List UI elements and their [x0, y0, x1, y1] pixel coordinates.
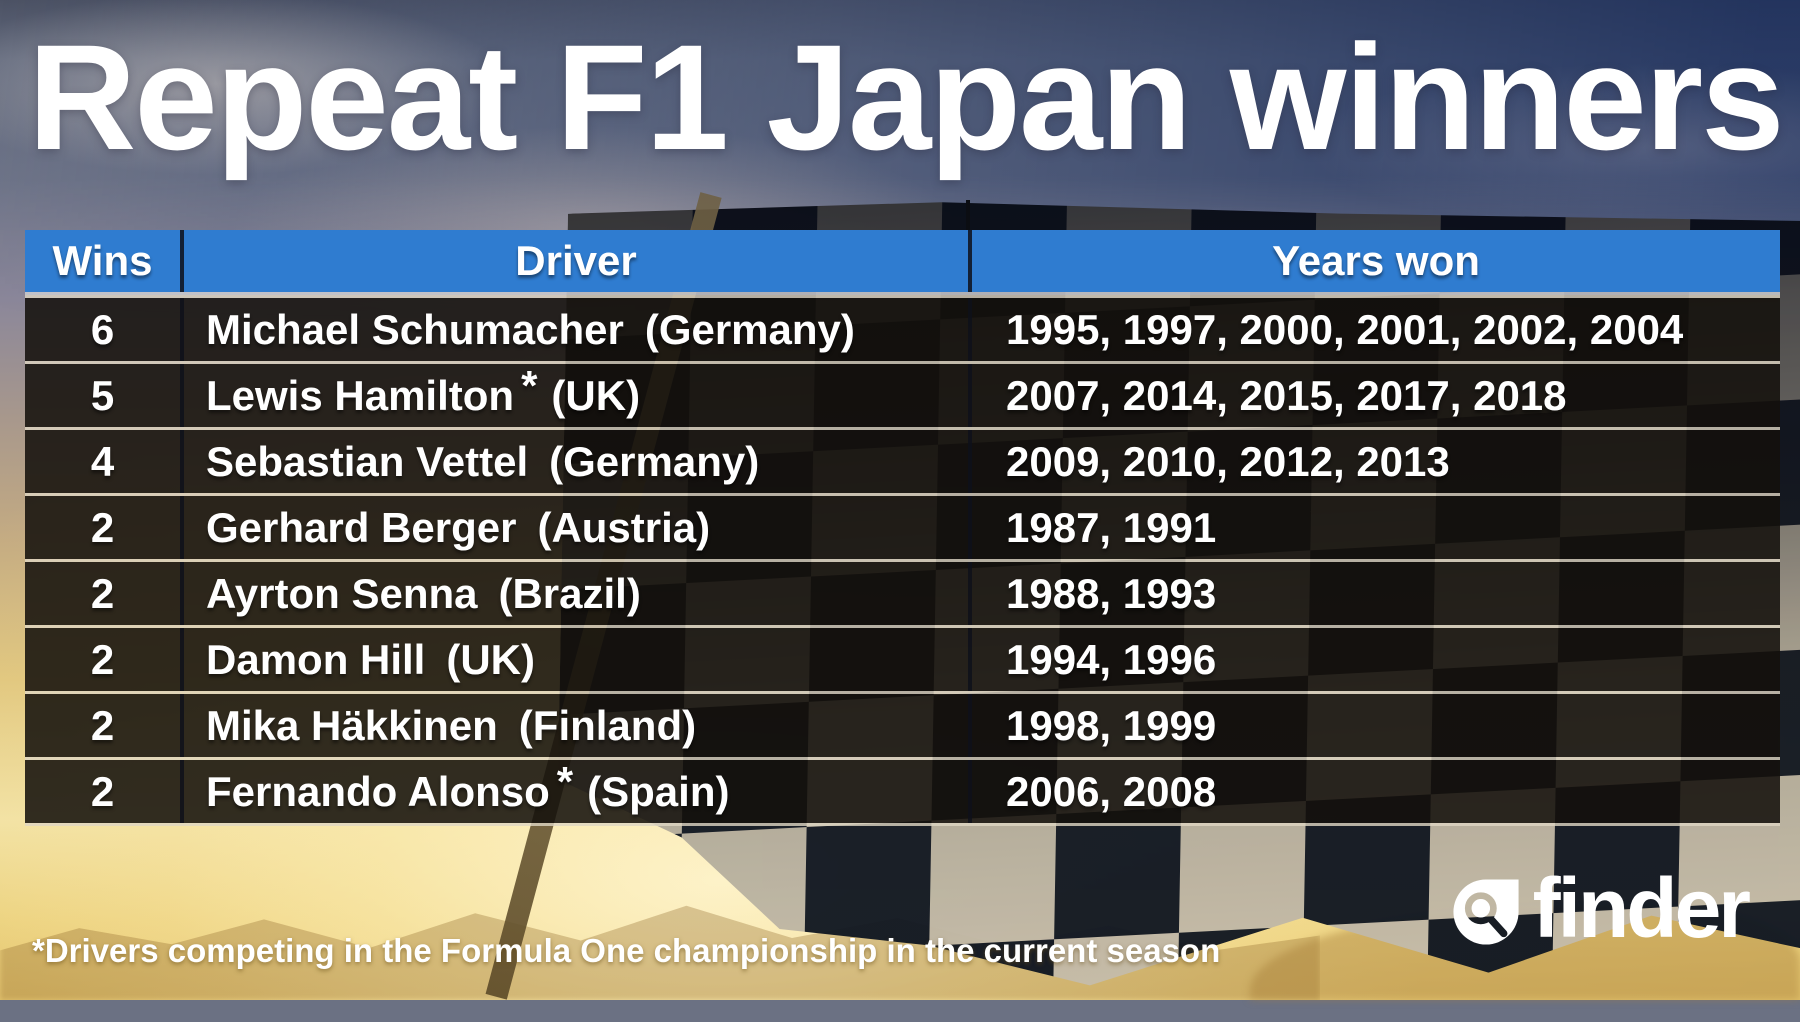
years-won-value: 1987, 1991 — [968, 496, 1780, 559]
years-won-value: 1988, 1993 — [968, 562, 1780, 625]
table-header-row: Wins Driver Years won — [25, 230, 1780, 295]
wins-value: 2 — [25, 496, 180, 559]
current-season-asterisk: * — [556, 757, 574, 805]
wins-value: 5 — [25, 364, 180, 427]
wins-value: 2 — [25, 760, 180, 823]
driver-name: Lewis Hamilton — [206, 371, 515, 419]
table-row: 4 Sebastian Vettel (Germany) 2009, 2010, … — [25, 427, 1780, 493]
table-row: 2 Ayrton Senna (Brazil) 1988, 1993 — [25, 559, 1780, 625]
wins-value: 2 — [25, 562, 180, 625]
driver-cell: Mika Häkkinen (Finland) — [180, 694, 968, 757]
current-season-asterisk: * — [521, 361, 538, 409]
table-row: 2 Damon Hill (UK) 1994, 1996 — [25, 625, 1780, 691]
column-divider-tick — [966, 200, 970, 234]
driver-name: Gerhard Berger — [206, 503, 517, 551]
years-won-value: 1998, 1999 — [968, 694, 1780, 757]
column-header-wins: Wins — [25, 230, 180, 292]
driver-country: (Germany) — [644, 305, 855, 353]
wins-value: 6 — [25, 298, 180, 361]
magnifier-icon — [1448, 875, 1523, 949]
driver-country: (Brazil) — [498, 569, 641, 617]
wins-value: 2 — [25, 694, 180, 757]
years-won-value: 1994, 1996 — [968, 628, 1780, 691]
wins-value: 2 — [25, 628, 180, 691]
wins-value: 4 — [25, 430, 180, 493]
years-won-value: 2006, 2008 — [968, 760, 1780, 823]
years-won-value: 1995, 1997, 2000, 2001, 2002, 2004 — [968, 298, 1780, 361]
driver-cell: Fernando Alonso * (Spain) — [180, 760, 968, 823]
driver-cell: Damon Hill (UK) — [180, 628, 968, 691]
driver-cell: Lewis Hamilton * (UK) — [180, 364, 968, 427]
driver-country: (Austria) — [537, 503, 711, 551]
driver-name: Mika Häkkinen — [206, 701, 498, 749]
table-row: 2 Gerhard Berger (Austria) 1987, 1991 — [25, 493, 1780, 559]
driver-cell: Gerhard Berger (Austria) — [180, 496, 968, 559]
years-won-value: 2007, 2014, 2015, 2017, 2018 — [968, 364, 1780, 427]
table-row: 2 Mika Häkkinen (Finland) 1998, 1999 — [25, 691, 1780, 757]
winners-table: Wins Driver Years won 6 Michael Schumach… — [25, 230, 1780, 826]
driver-name: Damon Hill — [206, 635, 426, 683]
table-row: 2 Fernando Alonso * (Spain) 2006, 2008 — [25, 757, 1780, 823]
driver-name: Michael Schumacher — [206, 305, 624, 353]
driver-country: (Germany) — [549, 437, 760, 485]
driver-country: (Finland) — [518, 701, 697, 749]
table-row: 5 Lewis Hamilton * (UK) 2007, 2014, 2015, … — [25, 361, 1780, 427]
driver-country: (UK) — [446, 635, 535, 683]
driver-name: Fernando Alonso — [206, 767, 550, 815]
page-title: Repeat F1 Japan winners — [28, 13, 1785, 181]
years-won-value: 2009, 2010, 2012, 2013 — [968, 430, 1780, 493]
column-header-years: Years won — [968, 230, 1780, 292]
driver-cell: Ayrton Senna (Brazil) — [180, 562, 968, 625]
footnote: *Drivers competing in the Formula One ch… — [32, 932, 1221, 969]
driver-cell: Sebastian Vettel (Germany) — [180, 430, 968, 493]
driver-name: Sebastian Vettel — [206, 437, 529, 485]
brand-name: finder — [1532, 861, 1751, 955]
column-header-driver: Driver — [180, 230, 968, 292]
table-row: 6 Michael Schumacher (Germany) 1995, 1997… — [25, 295, 1780, 361]
finder-logo: finder — [1448, 861, 1751, 958]
driver-cell: Michael Schumacher (Germany) — [180, 298, 968, 361]
driver-country: (Spain) — [587, 767, 730, 815]
driver-name: Ayrton Senna — [206, 569, 478, 617]
driver-country: (UK) — [551, 371, 641, 419]
